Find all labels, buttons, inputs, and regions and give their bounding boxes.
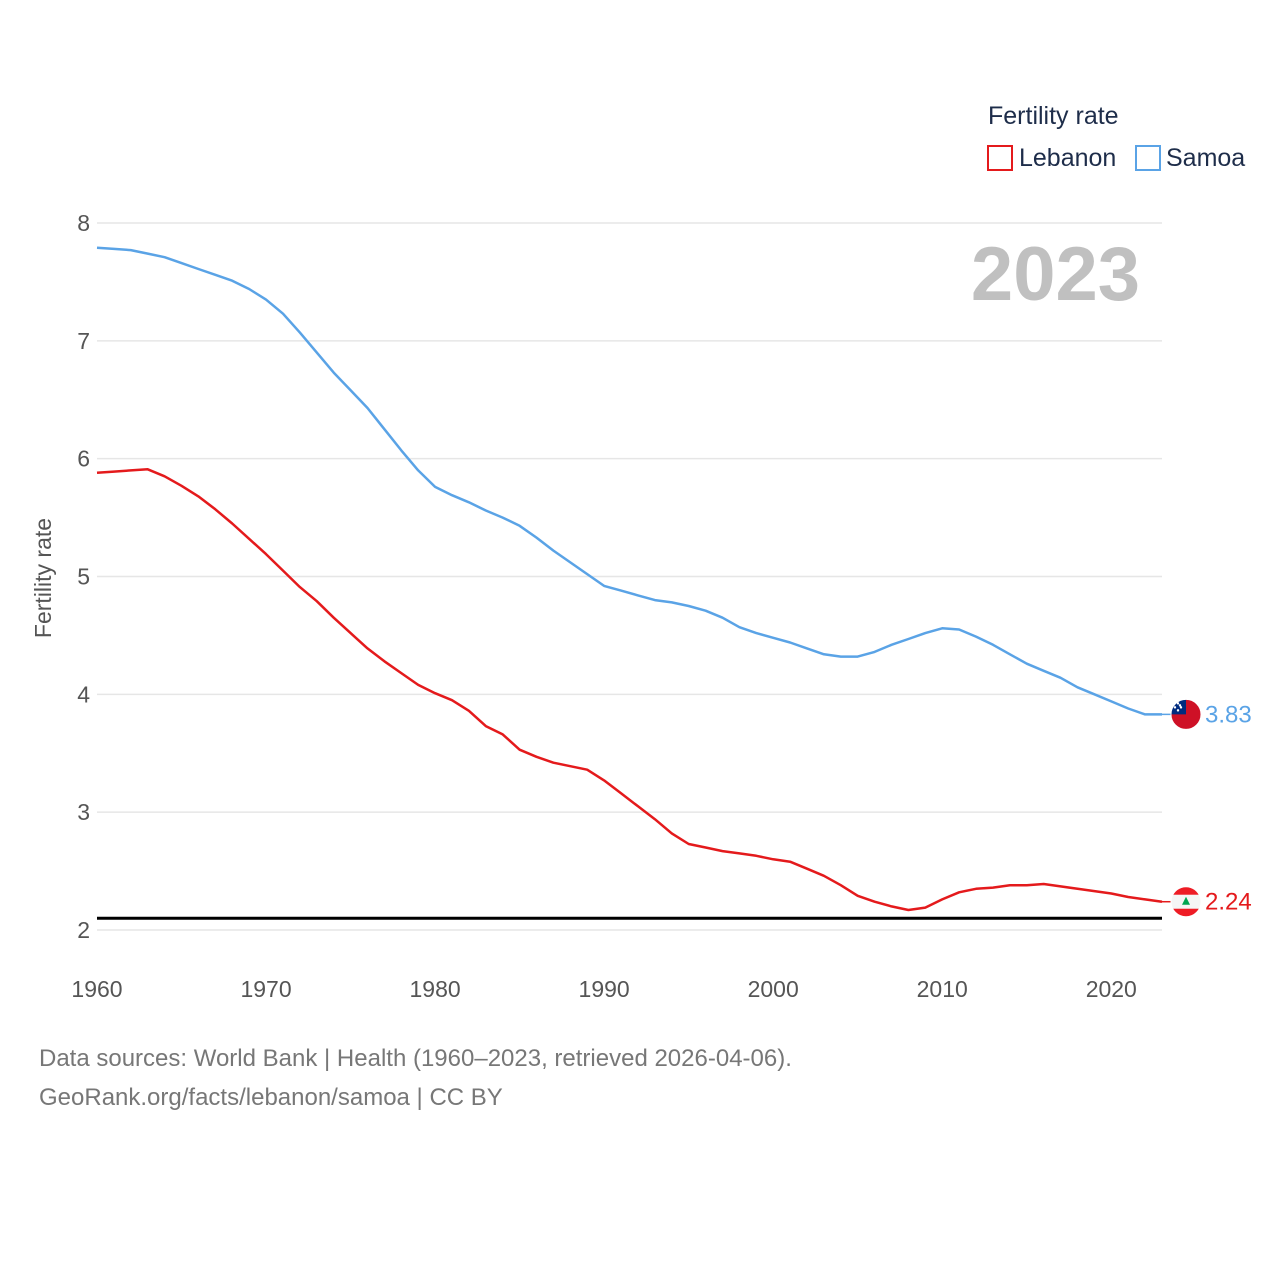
y-tick-label: 8 [77,210,90,236]
x-axis: 1960 1970 1980 1990 2000 2010 2020 [71,976,1136,1002]
series-line-lebanon [96,468,1163,912]
year-label: 2023 [971,232,1140,317]
x-tick-label: 2000 [748,976,799,1002]
end-markers: 2.24 3.83 [1162,698,1252,918]
y-tick-label: 3 [77,799,90,825]
footer-credit: GeoRank.org/facts/lebanon/samoa | CC BY [39,1084,503,1111]
x-tick-label: 2010 [917,976,968,1002]
legend: Fertility rate Lebanon Samoa [987,102,1245,172]
x-tick-label: 1980 [410,976,461,1002]
end-label-lebanon: 2.24 [1205,889,1252,916]
y-tick-label: 6 [77,446,90,472]
x-tick-label: 1990 [579,976,630,1002]
y-tick-label: 7 [77,328,90,354]
legend-label-lebanon[interactable]: Lebanon [1019,144,1116,172]
legend-label-samoa[interactable]: Samoa [1166,144,1245,172]
legend-title: Fertility rate [988,102,1119,130]
y-tick-label: 4 [77,681,90,707]
samoa-flag-icon [1170,698,1202,730]
x-tick-label: 1970 [240,976,291,1002]
legend-swatch-samoa[interactable] [1135,145,1161,171]
y-tick-label: 2 [77,917,90,943]
gridlines [97,222,1162,931]
series-lines [96,246,1163,912]
y-axis-title: Fertility rate [30,518,56,638]
x-tick-label: 2020 [1086,976,1137,1002]
footer-sources: Data sources: World Bank | Health (1960–… [39,1045,792,1072]
series-line-samoa [96,246,1162,716]
x-tick-label: 1960 [71,976,122,1002]
y-tick-label: 5 [77,564,90,590]
legend-swatch-lebanon[interactable] [987,145,1013,171]
end-label-samoa: 3.83 [1205,701,1252,728]
lebanon-flag-icon [1170,886,1202,918]
y-axis: 2 3 4 5 6 7 8 [77,210,90,943]
